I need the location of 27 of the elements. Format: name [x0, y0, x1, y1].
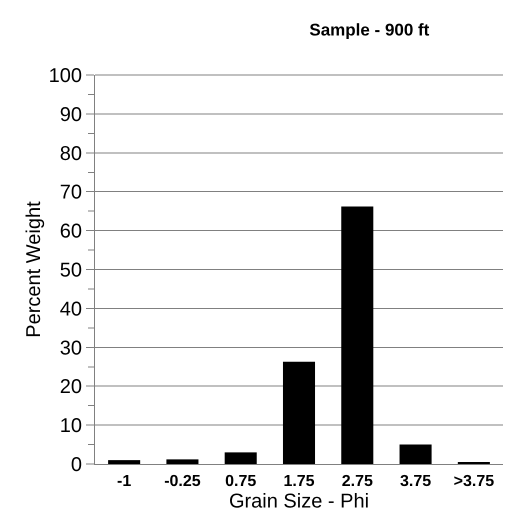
y-tick-label: 10 — [60, 415, 82, 438]
y-axis-title: Percent Weight — [23, 200, 46, 338]
bar — [341, 206, 374, 464]
y-tick-label: 0 — [70, 454, 82, 476]
y-tick-label: 100 — [48, 65, 82, 87]
bar — [224, 452, 257, 464]
x-tick-label: 2.75 — [342, 473, 373, 490]
bar — [282, 362, 316, 464]
y-tick-label: 40 — [60, 298, 82, 320]
y-tick-label: 90 — [60, 104, 82, 126]
chart-title: Sample - 900 ft — [309, 20, 430, 40]
y-tick-label: 80 — [60, 142, 82, 165]
y-tick-label: 60 — [60, 220, 82, 243]
bar — [108, 460, 140, 464]
y-tick-label: 30 — [60, 337, 82, 360]
bar — [400, 444, 432, 464]
y-tick-label: 20 — [60, 376, 82, 398]
x-tick-label: 1.75 — [283, 473, 315, 490]
x-axis-title: Grain Size - Phi — [228, 490, 370, 513]
x-tick-label: >3.75 — [454, 473, 494, 490]
x-tick-label: -1 — [117, 473, 132, 490]
x-tick-label: 3.75 — [400, 473, 432, 490]
x-tick-label: 0.75 — [225, 473, 256, 490]
y-tick-label: 70 — [60, 182, 82, 204]
x-tick-label: -0.25 — [164, 473, 201, 490]
bar — [166, 459, 198, 464]
y-tick-label: 50 — [60, 260, 82, 282]
